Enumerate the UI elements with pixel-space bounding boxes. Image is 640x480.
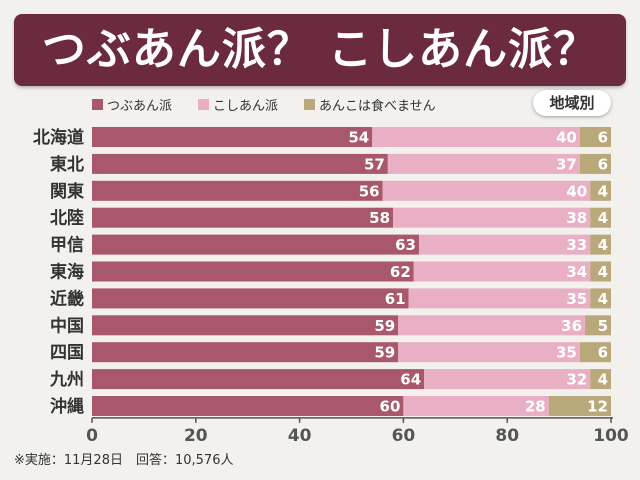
bar-segment — [393, 207, 591, 228]
bar-segment — [92, 396, 404, 416]
bar-segment — [372, 127, 580, 147]
x-tick-label: 80 — [495, 426, 519, 446]
data-label: 4 — [598, 182, 608, 200]
data-label: 35 — [556, 344, 577, 362]
legend-label-none: あんこは食べません — [319, 98, 436, 114]
bar-segment — [590, 261, 611, 282]
bar-segment — [398, 315, 586, 336]
bar-segment — [418, 234, 591, 255]
bar-segment — [590, 180, 611, 201]
bar-segment — [590, 369, 611, 390]
data-label: 33 — [566, 236, 587, 254]
bar-segment — [579, 153, 611, 174]
category-label: 沖縄 — [50, 396, 84, 417]
data-label: 5 — [598, 317, 608, 335]
legend-swatch-tsubuan — [92, 98, 103, 110]
data-label: 6 — [598, 155, 608, 173]
category-label: 北陸 — [50, 208, 84, 229]
category-label: 東北 — [50, 154, 84, 175]
data-label: 63 — [395, 236, 416, 254]
data-label: 4 — [598, 236, 608, 254]
data-label: 38 — [566, 209, 587, 227]
legend-item-koshian: こしあん派 — [198, 95, 278, 114]
x-tick-label: 20 — [184, 426, 208, 446]
bar-segment — [590, 288, 611, 309]
legend-label-koshian: こしあん派 — [213, 98, 279, 114]
x-tick-label: 100 — [593, 426, 629, 446]
bar-segment — [92, 342, 399, 363]
data-label: 6 — [598, 129, 608, 147]
data-label: 40 — [566, 182, 587, 200]
bar-segment — [387, 153, 580, 174]
legend-item-tsubuan: つぶあん派 — [92, 95, 172, 114]
bar-segment — [92, 180, 383, 201]
footnote: ※実施：11月28日 回答：10,576人 — [14, 453, 234, 468]
region-badge: 地域別 — [533, 90, 611, 116]
bar-segment — [579, 127, 611, 147]
bar-segment — [92, 288, 409, 309]
category-label: 北海道 — [33, 127, 84, 148]
bar-segment — [403, 396, 549, 416]
bar-segment — [398, 342, 580, 363]
x-tick-label: 0 — [86, 426, 98, 446]
bar-segment — [408, 288, 591, 309]
category-label: 近畿 — [50, 288, 84, 309]
bar-segment — [382, 180, 591, 201]
data-label: 35 — [566, 290, 587, 308]
data-label: 54 — [348, 129, 369, 147]
bar-segment — [92, 153, 388, 174]
category-label: 甲信 — [50, 235, 84, 256]
legend-label-tsubuan: つぶあん派 — [107, 98, 173, 114]
legend-swatch-none — [304, 98, 316, 110]
bar-segment — [92, 261, 414, 282]
bar-segment — [424, 369, 591, 390]
data-label: 37 — [556, 155, 577, 173]
bar-segment — [579, 342, 611, 363]
data-label: 58 — [369, 209, 390, 227]
bar-segment — [548, 396, 611, 416]
data-label: 4 — [598, 371, 608, 389]
data-label: 59 — [374, 344, 395, 362]
data-label: 59 — [374, 317, 395, 335]
chart-title: つぶあん派？ こしあん派？ — [41, 24, 599, 75]
bar-segment — [585, 315, 611, 336]
data-label: 60 — [380, 398, 401, 416]
data-label: 40 — [556, 129, 577, 147]
category-label: 東海 — [50, 262, 84, 283]
bar-segment — [590, 207, 611, 228]
data-label: 62 — [390, 263, 411, 281]
legend-swatch-koshian — [198, 98, 210, 110]
data-label: 36 — [561, 317, 582, 335]
x-tick-label: 40 — [288, 426, 312, 446]
data-label: 4 — [598, 209, 608, 227]
data-label: 34 — [566, 263, 587, 281]
bar-segment — [92, 315, 399, 336]
bar-segment — [92, 234, 419, 255]
data-label: 4 — [598, 263, 608, 281]
bar-segment — [92, 207, 394, 228]
data-label: 6 — [598, 344, 608, 362]
data-label: 61 — [385, 290, 406, 308]
category-label: 九州 — [49, 370, 84, 390]
category-label: 四国 — [50, 343, 84, 363]
data-label: 32 — [566, 371, 587, 389]
bar-segment — [413, 261, 591, 282]
data-label: 12 — [587, 398, 608, 416]
data-label: 28 — [525, 398, 546, 416]
bar-segment — [92, 369, 425, 390]
data-label: 4 — [598, 290, 608, 308]
legend-item-none: あんこは食べません — [304, 95, 436, 114]
x-tick-label: 60 — [392, 426, 416, 446]
category-label: 中国 — [50, 315, 84, 336]
title-banner: つぶあん派？ こしあん派？ — [14, 14, 626, 86]
bar-segment — [92, 127, 373, 147]
category-label: 関東 — [50, 181, 84, 202]
data-label: 57 — [364, 155, 385, 173]
bar-segment — [590, 234, 611, 255]
data-label: 56 — [359, 182, 380, 200]
data-label: 64 — [400, 371, 421, 389]
legend: つぶあん派 こしあん派 あんこは食べません — [92, 95, 436, 114]
